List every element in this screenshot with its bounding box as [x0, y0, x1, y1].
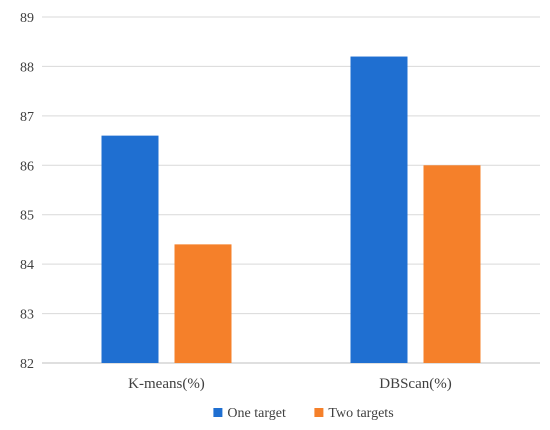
bar-one-target-1 — [101, 135, 159, 363]
x-axis-categories: K-means(%) DBScan(%) — [128, 376, 452, 392]
legend-label: One target — [227, 406, 286, 421]
y-tick-label: 89 — [20, 11, 34, 26]
bar-two-targets-1 — [174, 244, 232, 363]
legend-swatch — [314, 408, 324, 417]
y-tick-label: 83 — [20, 308, 34, 323]
bar-two-targets-2 — [423, 165, 481, 363]
y-tick-label: 86 — [20, 159, 34, 174]
y-tick-label: 82 — [20, 357, 34, 372]
legend-label: Two targets — [328, 406, 393, 421]
y-tick-label: 85 — [20, 209, 34, 224]
legend: One target Two targets — [213, 406, 394, 421]
bar-one-target-2 — [350, 56, 408, 364]
legend-swatch — [213, 408, 223, 417]
bars — [101, 56, 481, 364]
y-axis-ticks: 82 83 84 85 86 87 88 89 — [20, 11, 34, 372]
x-category-label: DBScan(%) — [379, 376, 451, 392]
y-tick-label: 87 — [20, 110, 34, 125]
y-tick-label: 88 — [20, 60, 34, 75]
x-category-label: K-means(%) — [128, 376, 205, 392]
y-tick-label: 84 — [20, 258, 34, 273]
